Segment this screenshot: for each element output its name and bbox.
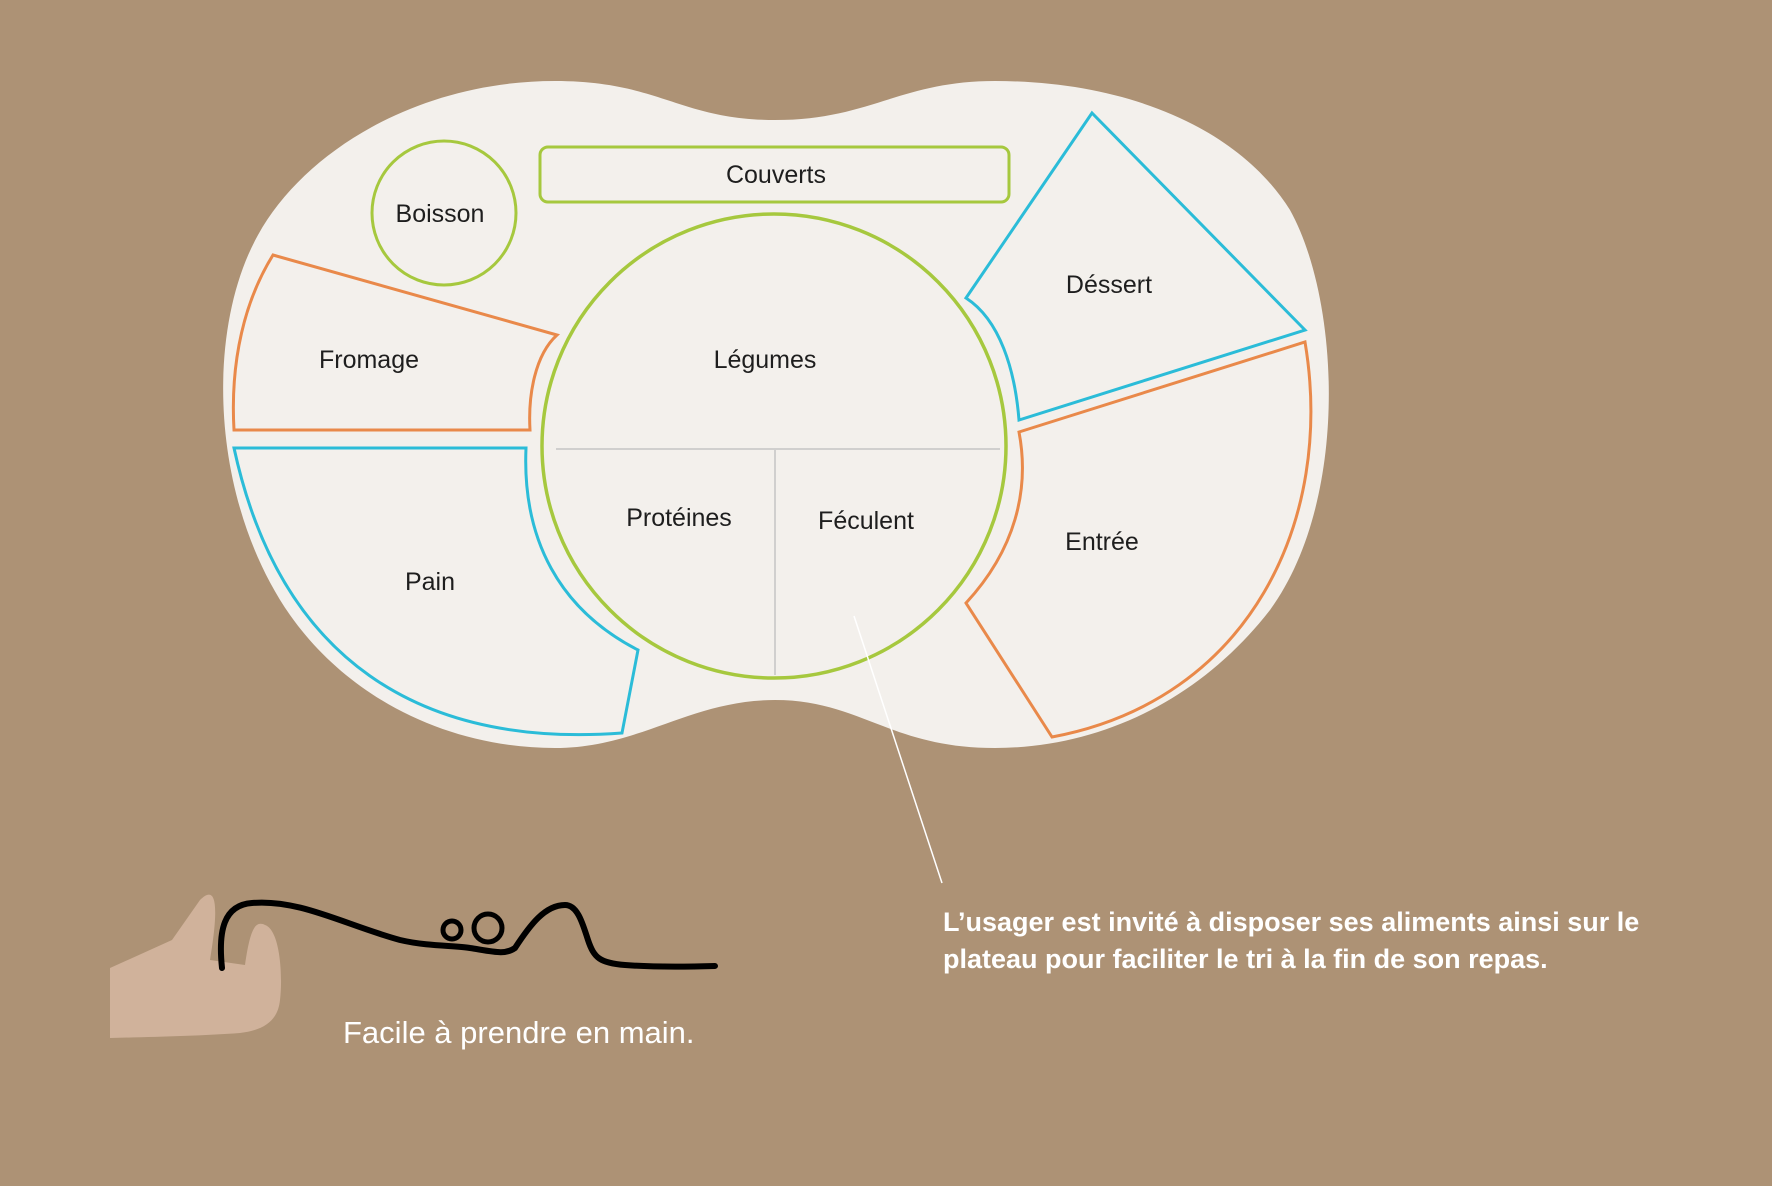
- pain-compartment: [232, 446, 640, 737]
- legumes-label: Légumes: [714, 346, 817, 374]
- dessert-compartment: [963, 110, 1308, 422]
- feculent-label: Féculent: [818, 507, 914, 535]
- dessert-label: Déssert: [1066, 271, 1152, 299]
- hand-illustration: [110, 894, 282, 1038]
- tray-body: [223, 81, 1329, 748]
- pain-label: Pain: [405, 568, 455, 596]
- usage-note: L’usager est invité à disposer ses alime…: [943, 907, 1640, 974]
- central-plate: [540, 212, 1008, 680]
- couverts-label: Couverts: [726, 161, 826, 189]
- fromage-label: Fromage: [319, 346, 419, 374]
- couverts-compartment: [538, 145, 1011, 204]
- pointer-line: [853, 615, 943, 884]
- entree-label: Entrée: [1065, 528, 1139, 556]
- caption: Facile à prendre en main.: [343, 1015, 695, 1050]
- boisson-label: Boisson: [396, 200, 485, 228]
- tray-profile-loop-small: [440, 918, 464, 942]
- tray-profile-loop: [471, 911, 505, 945]
- fromage-compartment: [231, 253, 561, 432]
- tray-profile: [217, 899, 718, 971]
- boisson-compartment: [370, 139, 518, 287]
- entree-compartment: [964, 340, 1313, 739]
- proteines-label: Protéines: [626, 504, 732, 532]
